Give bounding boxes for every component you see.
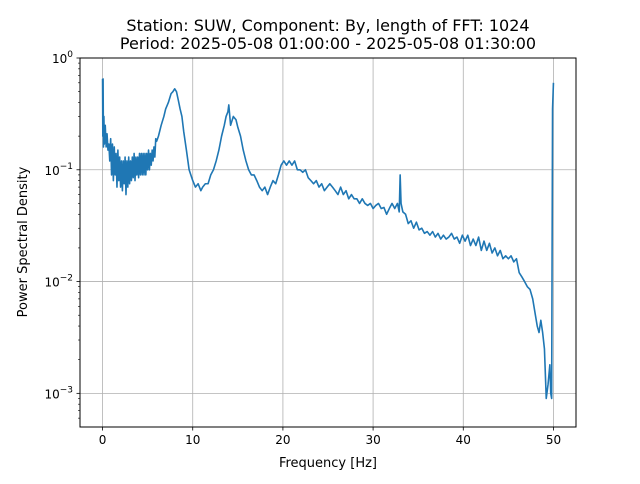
x-axis: 0 10 20 30 40 50 [99, 427, 561, 447]
chart-title: Station: SUW, Component: By, length of F… [126, 16, 529, 35]
y-tick-label: 100 [52, 50, 73, 66]
x-tick-label: 10 [185, 433, 200, 447]
x-tick-label: 20 [275, 433, 290, 447]
y-tick-label: 10−2 [44, 274, 73, 290]
plot-frame [79, 57, 577, 428]
x-tick-label: 30 [365, 433, 380, 447]
y-tick-label: 10−1 [44, 162, 73, 178]
x-tick-label: 0 [99, 433, 107, 447]
y-axis-label: Power Spectral Density [16, 166, 31, 317]
y-axis: 10−3 10−2 10−1 100 [44, 50, 80, 419]
x-axis-label: Frequency [Hz] [279, 456, 377, 471]
x-tick-label: 50 [546, 433, 561, 447]
x-tick-label: 40 [456, 433, 471, 447]
psd-line [101, 78, 555, 400]
y-tick-label: 10−3 [44, 385, 73, 401]
chart-subtitle: Period: 2025-05-08 01:00:00 - 2025-05-08… [120, 34, 536, 53]
series-lines [101, 78, 555, 400]
